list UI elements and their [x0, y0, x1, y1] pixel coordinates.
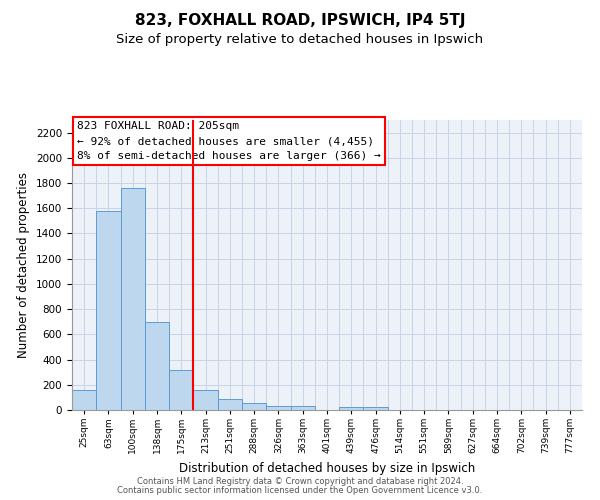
Bar [242, 403, 266, 410]
Text: Contains HM Land Registry data © Crown copyright and database right 2024.: Contains HM Land Registry data © Crown c… [137, 477, 463, 486]
Bar [218, 398, 242, 410]
Bar [169, 370, 193, 410]
X-axis label: Distribution of detached houses by size in Ipswich: Distribution of detached houses by size … [179, 462, 475, 474]
Bar [290, 406, 315, 410]
Bar [193, 390, 218, 410]
Text: 823, FOXHALL ROAD, IPSWICH, IP4 5TJ: 823, FOXHALL ROAD, IPSWICH, IP4 5TJ [135, 12, 465, 28]
Bar [339, 408, 364, 410]
Text: Contains public sector information licensed under the Open Government Licence v3: Contains public sector information licen… [118, 486, 482, 495]
Bar [96, 211, 121, 410]
Bar [121, 188, 145, 410]
Text: Size of property relative to detached houses in Ipswich: Size of property relative to detached ho… [116, 32, 484, 46]
Bar [364, 408, 388, 410]
Y-axis label: Number of detached properties: Number of detached properties [17, 172, 31, 358]
Bar [72, 390, 96, 410]
Text: 823 FOXHALL ROAD: 205sqm
← 92% of detached houses are smaller (4,455)
8% of semi: 823 FOXHALL ROAD: 205sqm ← 92% of detach… [77, 122, 381, 161]
Bar [266, 406, 290, 410]
Bar [145, 322, 169, 410]
